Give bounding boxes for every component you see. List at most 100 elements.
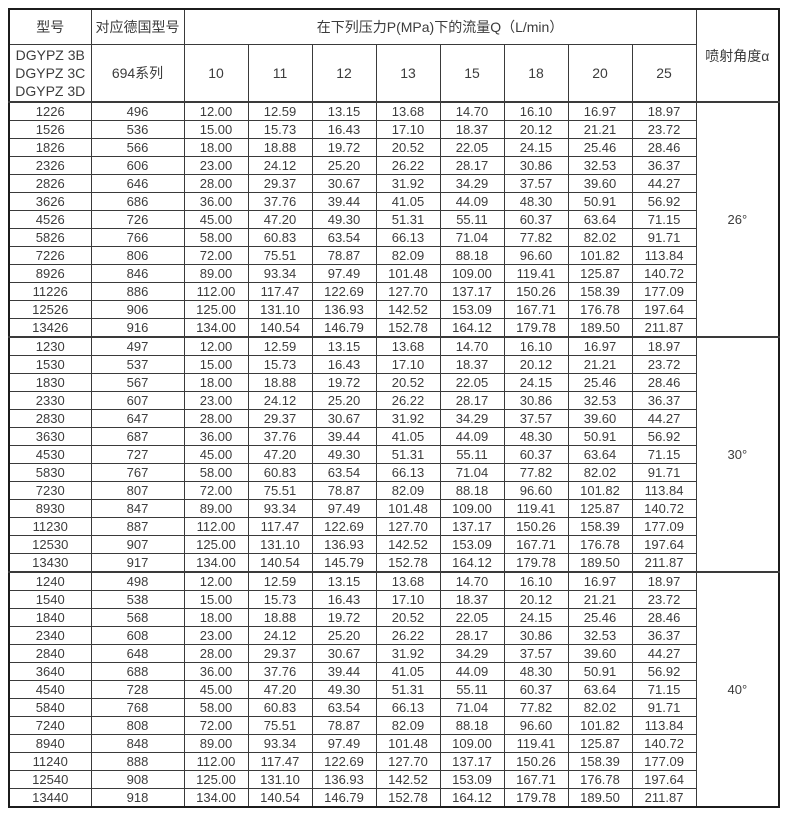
flow-value-cell: 51.31 (375, 680, 441, 699)
flow-value-cell: 82.02 (567, 463, 633, 482)
model-cell: 11230 (8, 517, 92, 536)
model-cell: 13430 (8, 553, 92, 573)
model-cell: 13440 (8, 788, 92, 808)
flow-value-cell: 177.09 (631, 282, 697, 301)
flow-value-cell: 109.00 (439, 264, 505, 283)
flow-value-cell: 17.10 (375, 590, 441, 609)
flow-value-cell: 18.00 (183, 608, 249, 627)
flow-value-cell: 34.29 (439, 174, 505, 193)
flow-value-cell: 16.10 (503, 101, 569, 121)
model-cell: 2830 (8, 409, 92, 428)
flow-value-cell: 45.00 (183, 680, 249, 699)
model-cell: 5840 (8, 698, 92, 717)
flow-value-cell: 24.12 (247, 391, 313, 410)
flow-value-cell: 167.71 (503, 300, 569, 319)
pressure-header: 10 (183, 44, 249, 103)
flow-value-cell: 18.88 (247, 608, 313, 627)
flow-value-cell: 146.79 (311, 318, 377, 338)
flow-value-cell: 20.52 (375, 608, 441, 627)
flow-value-cell: 44.09 (439, 427, 505, 446)
flow-value-cell: 60.37 (503, 210, 569, 229)
spray-angle-column-header: 喷射角度α (695, 8, 780, 103)
model-series-line: DGYPZ 3B (15, 47, 85, 63)
flow-value-cell: 164.12 (439, 788, 505, 808)
flow-value-cell: 41.05 (375, 427, 441, 446)
flow-value-cell: 82.02 (567, 698, 633, 717)
flow-value-cell: 22.05 (439, 138, 505, 157)
pressure-header: 25 (631, 44, 697, 103)
german-model-cell: 807 (90, 481, 185, 500)
table-row: 12530 907 125.00 131.10 136.93 142.52 153.09 16… (8, 535, 779, 554)
german-model-cell: 906 (90, 300, 185, 319)
model-cell: 12540 (8, 770, 92, 789)
flow-value-cell: 75.51 (247, 481, 313, 500)
flow-columns-header: 在下列压力P(MPa)下的流量Q（L/min） (183, 8, 697, 45)
model-cell: 1830 (8, 373, 92, 392)
model-cell: 2340 (8, 626, 92, 645)
flow-value-cell: 152.78 (375, 553, 441, 573)
flow-value-cell: 31.92 (375, 409, 441, 428)
flow-value-cell: 167.71 (503, 770, 569, 789)
flow-value-cell: 37.57 (503, 644, 569, 663)
flow-value-cell: 152.78 (375, 788, 441, 808)
flow-value-cell: 28.00 (183, 409, 249, 428)
table-row: 3630 687 36.00 37.76 39.44 41.05 44.09 48.30 50.… (8, 427, 779, 446)
flow-value-cell: 117.47 (247, 282, 313, 301)
flow-value-cell: 60.83 (247, 463, 313, 482)
flow-value-cell: 146.79 (311, 788, 377, 808)
flow-value-cell: 91.71 (631, 228, 697, 247)
flow-value-cell: 93.34 (247, 499, 313, 518)
flow-value-cell: 25.20 (311, 391, 377, 410)
flow-value-cell: 26.22 (375, 391, 441, 410)
flow-value-cell: 16.97 (567, 336, 633, 356)
flow-value-cell: 50.91 (567, 192, 633, 211)
flow-value-cell: 15.00 (183, 120, 249, 139)
flow-value-cell: 23.72 (631, 355, 697, 374)
flow-value-cell: 77.82 (503, 463, 569, 482)
flow-value-cell: 125.87 (567, 499, 633, 518)
flow-value-cell: 55.11 (439, 210, 505, 229)
table-row: 1240 498 12.00 12.59 13.15 13.68 14.70 16.10 16.… (8, 571, 780, 808)
spray-angle-cell: 30° (695, 336, 780, 573)
table-header: 型号 对应德国型号 在下列压力P(MPa)下的流量Q（L/min） 喷射角度α … (8, 8, 780, 103)
flow-value-cell: 122.69 (311, 282, 377, 301)
model-cell: 2826 (8, 174, 92, 193)
flow-value-cell: 28.00 (183, 174, 249, 193)
table-row: 5830 767 58.00 60.83 63.54 66.13 71.04 77.82 82.… (8, 463, 779, 482)
model-cell: 7230 (8, 481, 92, 500)
flow-value-cell: 14.70 (439, 101, 505, 121)
german-model-cell: 767 (90, 463, 185, 482)
flow-value-cell: 60.37 (503, 680, 569, 699)
flow-value-cell: 19.72 (311, 138, 377, 157)
flow-value-cell: 109.00 (439, 734, 505, 753)
flow-value-cell: 142.52 (375, 300, 441, 319)
spray-angle-cell: 26° (695, 101, 780, 338)
flow-value-cell: 16.97 (567, 571, 633, 591)
table-row: 4530 727 45.00 47.20 49.30 51.31 55.11 60.37 63.… (8, 445, 779, 464)
flow-value-cell: 179.78 (503, 788, 569, 808)
german-model-cell: 648 (90, 644, 185, 663)
flow-value-cell: 16.97 (567, 101, 633, 121)
table-row: 2340 608 23.00 24.12 25.20 26.22 28.17 30.86 32.… (8, 626, 779, 645)
flow-value-cell: 51.31 (375, 210, 441, 229)
model-cell: 3630 (8, 427, 92, 446)
flow-value-cell: 28.00 (183, 644, 249, 663)
flow-value-cell: 101.48 (375, 734, 441, 753)
flow-value-cell: 18.97 (631, 101, 697, 121)
flow-value-cell: 17.10 (375, 355, 441, 374)
flow-value-cell: 55.11 (439, 445, 505, 464)
flow-value-cell: 167.71 (503, 535, 569, 554)
flow-value-cell: 96.60 (503, 246, 569, 265)
flow-value-cell: 71.15 (631, 445, 697, 464)
flow-value-cell: 82.09 (375, 716, 441, 735)
flow-value-cell: 197.64 (631, 770, 697, 789)
flow-value-cell: 101.82 (567, 716, 633, 735)
flow-value-cell: 131.10 (247, 535, 313, 554)
flow-value-cell: 82.02 (567, 228, 633, 247)
table-row: 11230 887 112.00 117.47 122.69 127.70 137.17 15… (8, 517, 779, 536)
german-model-cell: 887 (90, 517, 185, 536)
flow-value-cell: 39.44 (311, 662, 377, 681)
flow-value-cell: 47.20 (247, 210, 313, 229)
flow-value-cell: 58.00 (183, 228, 249, 247)
table-row: 1840 568 18.00 18.88 19.72 20.52 22.05 24.15 25.… (8, 608, 779, 627)
